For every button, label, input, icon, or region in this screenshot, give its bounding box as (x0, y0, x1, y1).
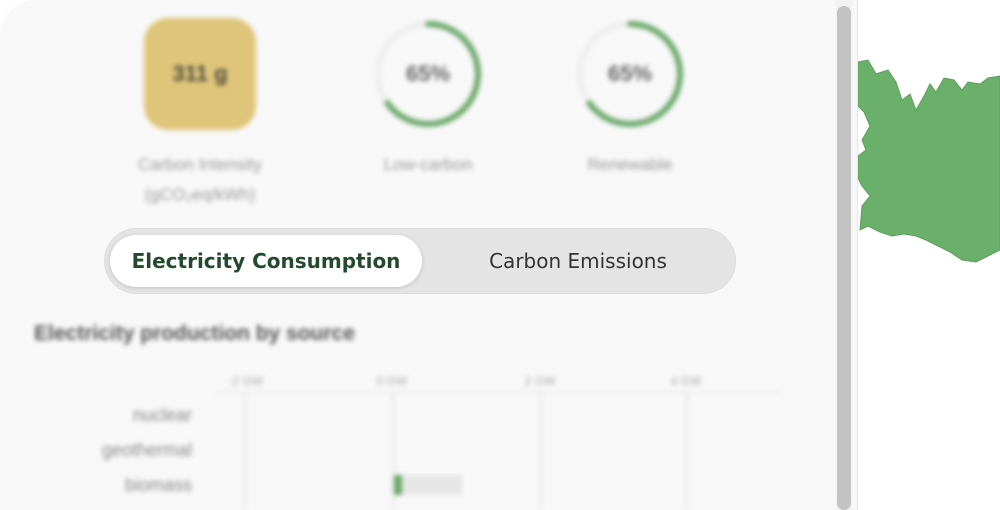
carbon-intensity-label-line1: Carbon Intensity (138, 155, 262, 174)
low-carbon-value: 65% (405, 61, 451, 86)
consumption-emissions-toggle: Electricity Consumption Carbon Emissions (104, 228, 736, 294)
carbon-intensity-value: 311 g (144, 18, 256, 130)
source-label-geothermal: geothermal (101, 440, 192, 460)
biomass-bar-background (392, 475, 462, 495)
carbon-intensity-label-line2: (gCO₂eq/kWh) (144, 185, 256, 204)
renewable-metric: 65% Renewable (530, 18, 730, 180)
axis-tick: 0 GW (376, 374, 408, 388)
biomass-bar (394, 475, 402, 495)
carbon-intensity-label: Carbon Intensity (gCO₂eq/kWh) (100, 150, 300, 210)
renewable-label: Renewable (587, 155, 673, 174)
low-carbon-metric: 65% Low-carbon (328, 18, 528, 180)
gridline (392, 392, 394, 510)
electricity-consumption-tab[interactable]: Electricity Consumption (110, 235, 422, 287)
gridline (686, 392, 688, 510)
low-carbon-ring: 65% (372, 18, 484, 130)
gridline (244, 392, 246, 510)
axis-tick: -2 GW (228, 374, 264, 388)
gridline (540, 392, 542, 510)
source-label-biomass: biomass (124, 475, 192, 495)
scrollbar-thumb[interactable] (837, 6, 851, 510)
country-shape-icon[interactable] (858, 0, 1000, 510)
axis-line (216, 392, 780, 393)
info-panel: 311 g Carbon Intensity (gCO₂eq/kWh) 65% … (34, 0, 858, 510)
production-section-title: Electricity production by source (34, 322, 355, 345)
renewable-value: 65% (607, 61, 653, 86)
source-label-nuclear: nuclear (132, 405, 192, 425)
carbon-emissions-tab[interactable]: Carbon Emissions (489, 249, 667, 273)
axis-tick: 2 GW (524, 374, 556, 388)
renewable-ring: 65% (574, 18, 686, 130)
axis-tick: 4 GW (670, 374, 702, 388)
low-carbon-label: Low-carbon (383, 155, 473, 174)
map-view[interactable] (858, 0, 1000, 510)
carbon-intensity-metric: 311 g Carbon Intensity (gCO₂eq/kWh) (100, 18, 300, 210)
